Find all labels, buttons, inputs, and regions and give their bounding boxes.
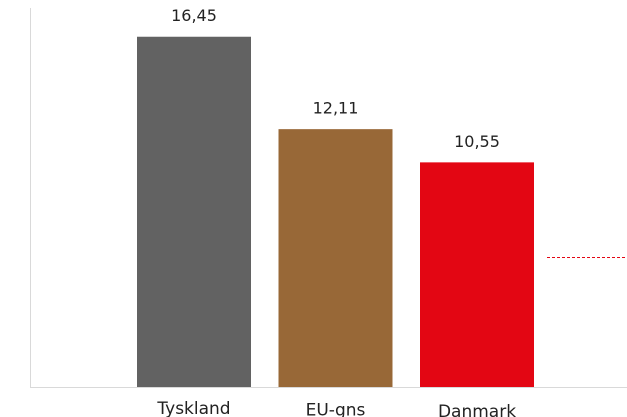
value-label: 16,45 (171, 6, 217, 25)
x-tick-label: Tyskland (156, 399, 230, 417)
bar (278, 129, 393, 387)
value-label: 12,11 (313, 99, 359, 118)
x-tick-label: EU-gns (306, 401, 366, 417)
bar (137, 36, 251, 387)
bar (420, 162, 534, 387)
x-tick-label: Danmark (438, 402, 516, 417)
value-label: 10,55 (454, 132, 500, 151)
